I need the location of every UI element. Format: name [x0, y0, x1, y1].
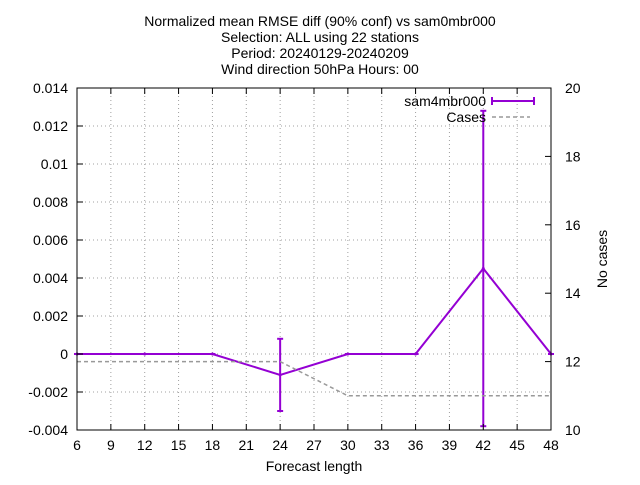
x-tick-label: 27: [306, 437, 322, 453]
grid: [77, 88, 551, 430]
x-tick-label: 39: [442, 437, 458, 453]
data-point: [210, 352, 214, 356]
y2-tick-label: 18: [565, 148, 581, 164]
y-tick-label: -0.004: [28, 422, 68, 438]
x-tick-label: 18: [205, 437, 221, 453]
x-tick-label: 48: [543, 437, 559, 453]
y-tick-label: 0.014: [33, 80, 68, 96]
x-tick-label: 33: [374, 437, 390, 453]
x-tick-label: 9: [107, 437, 115, 453]
y2-tick-label: 10: [565, 422, 581, 438]
y-tick-label: 0.01: [41, 156, 68, 172]
y2-tick-label: 20: [565, 80, 581, 96]
axis-ticks: 6 9 12 15 18 21 24 27 30 33 36 39 42 45 48 -0.004 -0.002…: [28, 80, 580, 453]
chart-title-line: Selection: ALL using 22 stations: [221, 29, 419, 45]
x-axis-label: Forecast length: [266, 458, 363, 474]
x-tick-label: 12: [137, 437, 153, 453]
sam4mbr000-series-line: [77, 266, 552, 376]
chart-title: Normalized mean RMSE diff (90% conf) vs …: [144, 13, 496, 77]
x-tick-label: 15: [171, 437, 187, 453]
x-tick-label: 21: [238, 437, 254, 453]
legend-label: sam4mbr000: [404, 93, 486, 109]
cases-series-line: [77, 360, 551, 397]
y-tick-label: 0.004: [33, 270, 68, 286]
y-tick-label: 0.006: [33, 232, 68, 248]
x-tick-label: 6: [73, 437, 81, 453]
y-tick-label: 0.002: [33, 308, 68, 324]
y-tick-label: 0: [60, 346, 68, 362]
x-tick-label: 36: [408, 437, 424, 453]
data-point: [278, 373, 282, 377]
x-tick-label: 24: [272, 437, 288, 453]
x-tick-label: 30: [340, 437, 356, 453]
data-point: [143, 352, 147, 356]
y-tick-label: 0.012: [33, 118, 68, 134]
y2-axis-label: No cases: [594, 230, 610, 288]
y2-tick-label: 16: [565, 217, 581, 233]
y-tick-label: -0.002: [28, 384, 68, 400]
y-tick-label: 0.008: [33, 194, 68, 210]
data-point: [414, 352, 418, 356]
chart-title-line: Wind direction 50hPa Hours: 00: [221, 61, 419, 77]
y2-tick-label: 12: [565, 354, 581, 370]
data-point: [481, 267, 485, 270]
y2-tick-label: 14: [565, 285, 581, 301]
chart-title-line: Normalized mean RMSE diff (90% conf) vs …: [144, 13, 496, 29]
x-tick-label: 45: [509, 437, 525, 453]
data-point: [346, 352, 350, 356]
x-tick-label: 42: [475, 437, 491, 453]
legend-label: Cases: [446, 109, 486, 125]
chart-title-line: Period: 20240129-20240209: [231, 45, 409, 61]
